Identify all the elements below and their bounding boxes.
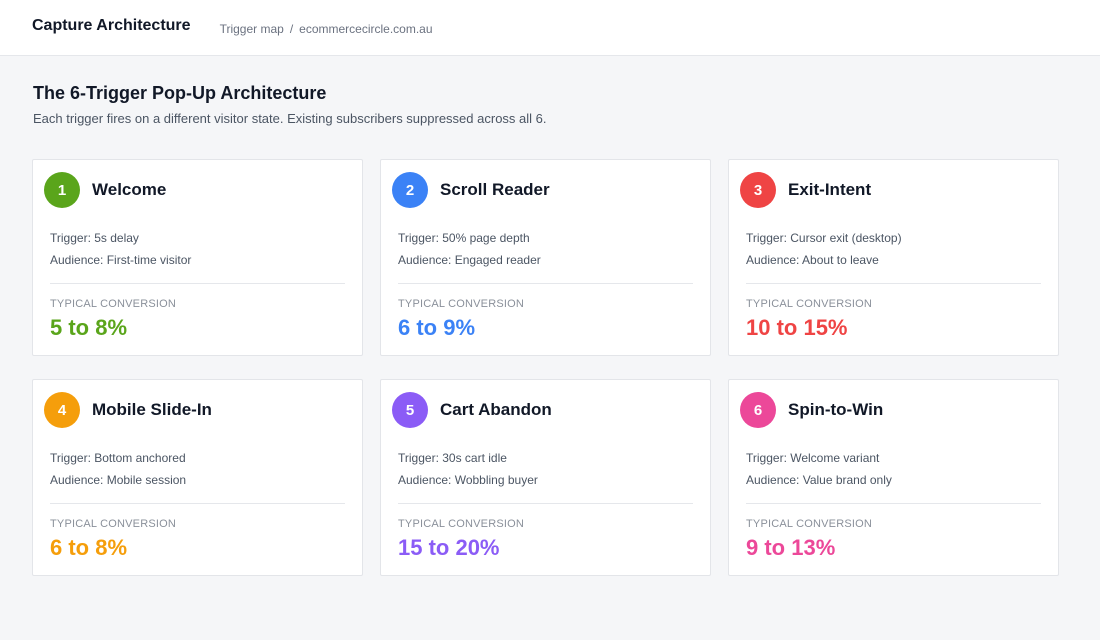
audience-text: Audience: Wobbling buyer	[398, 473, 538, 487]
page-title: The 6-Trigger Pop-Up Architecture	[33, 83, 327, 103]
conversion-label: TYPICAL CONVERSION	[746, 518, 873, 530]
trigger-card-cart-abandon: 5 Cart Abandon Trigger: 30s cart idle Au…	[380, 379, 711, 576]
page-header: The 6-Trigger Pop-Up Architecture Each t…	[33, 83, 547, 126]
app-title: Capture Architecture	[32, 16, 191, 34]
card-title: Spin-to-Win	[788, 400, 884, 419]
conversion-value: 6 to 9%	[398, 315, 476, 340]
trigger-number-badge: 1	[44, 172, 80, 208]
trigger-number-badge: 6	[740, 392, 776, 428]
trigger-text: Trigger: 30s cart idle	[398, 451, 507, 465]
card-header: 6 Spin-to-Win	[740, 392, 1041, 428]
card-meta: Trigger: 30s cart idle Audience: Wobblin…	[398, 447, 693, 491]
trigger-card-welcome: 1 Welcome Trigger: 5s delay Audience: Fi…	[32, 159, 363, 356]
audience-text: Audience: Engaged reader	[398, 253, 541, 267]
trigger-text: Trigger: Bottom anchored	[50, 451, 186, 465]
card-divider	[398, 283, 693, 284]
conversion-label: TYPICAL CONVERSION	[746, 298, 873, 310]
trigger-text: Trigger: 50% page depth	[398, 231, 530, 245]
card-meta: Trigger: Cursor exit (desktop) Audience:…	[746, 227, 1041, 271]
trigger-number-badge: 4	[44, 392, 80, 428]
trigger-text: Trigger: 5s delay	[50, 231, 139, 245]
page-subtitle: Each trigger fires on a different visito…	[33, 111, 547, 126]
card-meta: Trigger: 5s delay Audience: First-time v…	[50, 227, 345, 271]
breadcrumb-section[interactable]: Trigger map	[219, 21, 284, 36]
conversion-value: 9 to 13%	[746, 535, 836, 560]
card-title: Scroll Reader	[440, 180, 550, 199]
trigger-grid: 1 Welcome Trigger: 5s delay Audience: Fi…	[32, 159, 1059, 576]
card-divider	[50, 283, 345, 284]
breadcrumb-separator: /	[289, 21, 294, 36]
card-title: Welcome	[92, 180, 167, 199]
conversion-label: TYPICAL CONVERSION	[50, 298, 177, 310]
audience-text: Audience: About to leave	[746, 253, 879, 267]
card-meta: Trigger: 50% page depth Audience: Engage…	[398, 227, 693, 271]
card-divider	[50, 503, 345, 504]
trigger-text: Trigger: Welcome variant	[746, 451, 880, 465]
card-divider	[398, 503, 693, 504]
top-bar: Capture Architecture Trigger map / ecomm…	[0, 0, 1100, 56]
card-title: Cart Abandon	[440, 400, 552, 419]
card-header: 1 Welcome	[44, 172, 345, 208]
conversion-value: 5 to 8%	[50, 315, 128, 340]
conversion-value: 10 to 15%	[746, 315, 848, 340]
trigger-card-mobile-slide-in: 4 Mobile Slide-In Trigger: Bottom anchor…	[32, 379, 363, 576]
conversion-label: TYPICAL CONVERSION	[50, 518, 177, 530]
conversion-value: 15 to 20%	[398, 535, 500, 560]
trigger-number-badge: 5	[392, 392, 428, 428]
trigger-number-badge: 2	[392, 172, 428, 208]
card-header: 3 Exit-Intent	[740, 172, 1041, 208]
audience-text: Audience: First-time visitor	[50, 253, 192, 267]
card-divider	[746, 503, 1041, 504]
breadcrumb: Trigger map / ecommercecircle.com.au	[220, 22, 433, 36]
card-header: 5 Cart Abandon	[392, 392, 693, 428]
trigger-card-exit-intent: 3 Exit-Intent Trigger: Cursor exit (desk…	[728, 159, 1059, 356]
trigger-number-badge: 3	[740, 172, 776, 208]
audience-text: Audience: Value brand only	[746, 473, 892, 487]
conversion-value: 6 to 8%	[50, 535, 128, 560]
breadcrumb-site: ecommercecircle.com.au	[299, 21, 433, 36]
trigger-card-spin-to-win: 6 Spin-to-Win Trigger: Welcome variant A…	[728, 379, 1059, 576]
trigger-card-scroll-reader: 2 Scroll Reader Trigger: 50% page depth …	[380, 159, 711, 356]
card-title: Mobile Slide-In	[92, 400, 212, 419]
card-title: Exit-Intent	[788, 180, 872, 199]
audience-text: Audience: Mobile session	[50, 473, 187, 487]
card-header: 4 Mobile Slide-In	[44, 392, 345, 428]
conversion-label: TYPICAL CONVERSION	[398, 298, 525, 310]
card-header: 2 Scroll Reader	[392, 172, 693, 208]
trigger-text: Trigger: Cursor exit (desktop)	[746, 231, 902, 245]
conversion-label: TYPICAL CONVERSION	[398, 518, 525, 530]
card-meta: Trigger: Bottom anchored Audience: Mobil…	[50, 447, 345, 491]
card-meta: Trigger: Welcome variant Audience: Value…	[746, 447, 1041, 491]
card-divider	[746, 283, 1041, 284]
